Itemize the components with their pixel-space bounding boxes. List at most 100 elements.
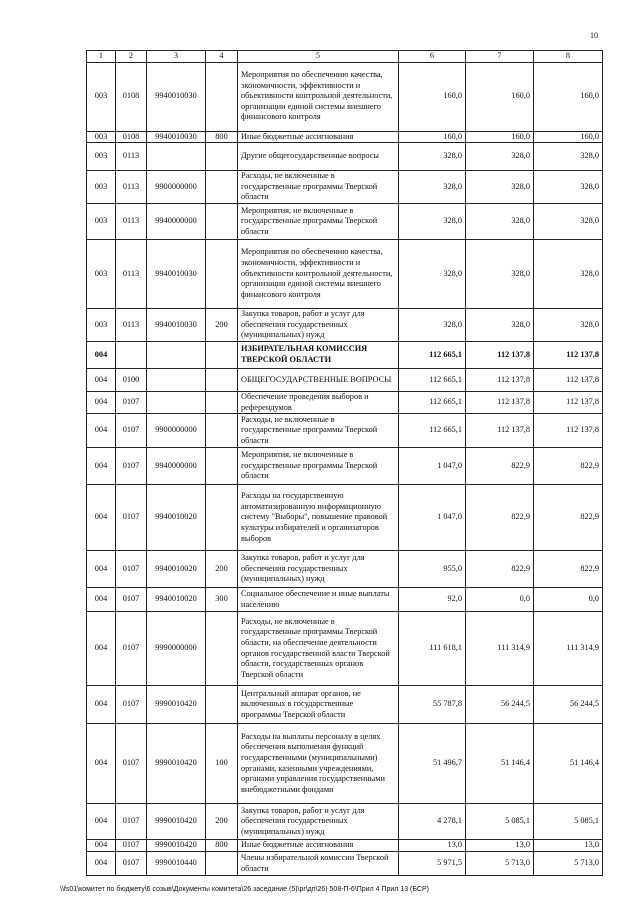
header-cell: 8: [533, 50, 603, 63]
cell: Члены избирательной комиссии Тверской об…: [237, 851, 399, 877]
cell: 9940000000: [146, 202, 206, 240]
cell: 328,0: [533, 142, 603, 172]
cell: 0107: [115, 839, 147, 853]
cell: 004: [86, 839, 116, 853]
cell: 004: [86, 723, 116, 805]
cell: 51 496,7: [398, 723, 466, 805]
cell: 92,0: [398, 587, 466, 613]
cell: 003: [86, 61, 116, 132]
cell: [205, 851, 238, 877]
cell: 111 618,1: [398, 611, 466, 687]
cell: 004: [86, 367, 116, 392]
cell: Мероприятия, не включенные в государстве…: [237, 447, 399, 486]
cell: 0107: [115, 685, 147, 725]
cell: [205, 61, 238, 132]
cell: Мероприятия по обеспечению качества, эко…: [237, 61, 399, 132]
cell: 200: [205, 803, 238, 841]
cell: 13,0: [398, 839, 466, 853]
cell: 9940010030: [146, 238, 206, 309]
cell: 800: [205, 839, 238, 853]
cell: 004: [86, 390, 116, 415]
cell: [146, 142, 206, 172]
cell: 160,0: [465, 61, 534, 132]
cell: 9940010020: [146, 484, 206, 552]
cell: Расходы, не включенные в государственные…: [237, 413, 399, 449]
cell: Закупка товаров, работ и услуг для обесп…: [237, 803, 399, 841]
cell: 112 665,1: [398, 340, 466, 369]
cell: 0,0: [465, 587, 534, 613]
cell: 0107: [115, 611, 147, 687]
cell: 004: [86, 611, 116, 687]
cell: 822,9: [465, 550, 534, 589]
cell: Иные бюджетные ассигнования: [237, 130, 399, 144]
file-path: \\fs01\комитет по бюджету\6 созыв\Докуме…: [60, 886, 429, 893]
cell: 160,0: [533, 130, 603, 144]
table-row: 003 0113 Другие общегосударственные вопрос…: [86, 142, 603, 172]
cell: 5 971,5: [398, 851, 466, 877]
cell: 328,0: [398, 307, 466, 342]
cell: Расходы на выплаты персоналу в целях обе…: [237, 723, 399, 805]
cell: 003: [86, 142, 116, 172]
cell: 9940000000: [146, 447, 206, 486]
cell: 955,0: [398, 550, 466, 589]
cell: 0113: [115, 142, 147, 172]
cell: Другие общегосударственные вопросы: [237, 142, 399, 172]
cell: 328,0: [465, 142, 534, 172]
budget-table: 1 2 3 4 5 6 7 8 003 0108 9940010030 Мероприятия по …: [86, 50, 603, 877]
cell: 004: [86, 447, 116, 486]
cell: 003: [86, 238, 116, 309]
cell: 004: [86, 851, 116, 877]
cell: 0,0: [533, 587, 603, 613]
cell: [146, 367, 206, 392]
cell: [205, 142, 238, 172]
table-row: 003 0113 9940010030 200 Закупка товаров, раб…: [86, 307, 603, 342]
table-row: 004 0107 9990010420 Центральный аппарат орг…: [86, 685, 603, 725]
cell: Расходы, не включенные в государственные…: [237, 611, 399, 687]
table-row: 004 0107 9990010440 Члены избирательной ком…: [86, 851, 603, 877]
table-row: 004 0107 9990010420 100 Расходы на выплаты п…: [86, 723, 603, 805]
cell: 51 146,4: [465, 723, 534, 805]
cell: Расходы на государственную автоматизиров…: [237, 484, 399, 552]
cell: [205, 390, 238, 415]
cell: 160,0: [533, 61, 603, 132]
cell: 5 085,1: [533, 803, 603, 841]
table-row: 004 0107 9990010420 800 Иные бюджетные ассиг…: [86, 839, 603, 853]
cell: 004: [86, 803, 116, 841]
cell: 328,0: [465, 307, 534, 342]
cell: 9990010420: [146, 839, 206, 853]
cell: 0107: [115, 587, 147, 613]
cell: Обеспечение проведения выборов и референ…: [237, 390, 399, 415]
cell: 0113: [115, 202, 147, 240]
cell: [115, 340, 147, 369]
page-number: 10: [590, 31, 598, 40]
cell: Мероприятия по обеспечению качества, эко…: [237, 238, 399, 309]
cell: 328,0: [533, 202, 603, 240]
cell: 9940010020: [146, 550, 206, 589]
cell: [146, 390, 206, 415]
cell: 0107: [115, 803, 147, 841]
header-cell: 5: [237, 50, 399, 63]
cell: 1 047,0: [398, 447, 466, 486]
cell: [205, 611, 238, 687]
cell: 822,9: [533, 484, 603, 552]
cell: 4 278,1: [398, 803, 466, 841]
cell: 0107: [115, 484, 147, 552]
cell: 9940010030: [146, 307, 206, 342]
cell: 004: [86, 587, 116, 613]
table-row: 004 0107 9940010020 Расходы на государствен…: [86, 484, 603, 552]
cell: 112 137,8: [533, 413, 603, 449]
cell: [205, 413, 238, 449]
cell: 5 713,0: [533, 851, 603, 877]
cell: 822,9: [465, 484, 534, 552]
cell: 328,0: [533, 307, 603, 342]
table-row: 003 0113 9900000000 Расходы, не включенные …: [86, 170, 603, 204]
table-row: 004 0107 9990000000 Расходы, не включенные …: [86, 611, 603, 687]
cell: Расходы, не включенные в государственные…: [237, 170, 399, 204]
cell: 160,0: [398, 130, 466, 144]
cell: 003: [86, 307, 116, 342]
cell: 004: [86, 550, 116, 589]
table-row: 004 0107 9990010420 200 Закупка товаров, раб…: [86, 803, 603, 841]
header-cell: 3: [146, 50, 206, 63]
table-row: 003 0108 9940010030 800 Иные бюджетные ассиг…: [86, 130, 603, 144]
